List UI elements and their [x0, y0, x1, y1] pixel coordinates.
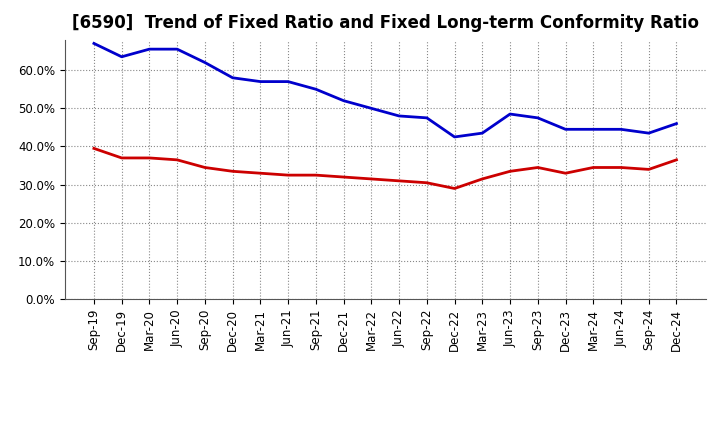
Fixed Ratio: [616, 127, 625, 132]
Fixed Ratio: [450, 134, 459, 139]
Fixed Long-term Conformity Ratio: [201, 165, 210, 170]
Fixed Long-term Conformity Ratio: [644, 167, 653, 172]
Fixed Ratio: [644, 131, 653, 136]
Fixed Long-term Conformity Ratio: [423, 180, 431, 185]
Fixed Ratio: [256, 79, 265, 84]
Fixed Ratio: [201, 60, 210, 65]
Fixed Long-term Conformity Ratio: [339, 174, 348, 180]
Fixed Ratio: [367, 106, 376, 111]
Fixed Long-term Conformity Ratio: [561, 171, 570, 176]
Fixed Ratio: [145, 47, 154, 52]
Fixed Ratio: [312, 87, 320, 92]
Fixed Ratio: [89, 41, 98, 46]
Fixed Long-term Conformity Ratio: [173, 157, 181, 162]
Fixed Ratio: [117, 54, 126, 59]
Fixed Ratio: [173, 47, 181, 52]
Fixed Ratio: [339, 98, 348, 103]
Fixed Long-term Conformity Ratio: [367, 176, 376, 182]
Line: Fixed Ratio: Fixed Ratio: [94, 44, 677, 137]
Fixed Long-term Conformity Ratio: [672, 157, 681, 162]
Fixed Long-term Conformity Ratio: [589, 165, 598, 170]
Fixed Long-term Conformity Ratio: [312, 172, 320, 178]
Fixed Long-term Conformity Ratio: [534, 165, 542, 170]
Fixed Ratio: [534, 115, 542, 121]
Fixed Ratio: [423, 115, 431, 121]
Fixed Long-term Conformity Ratio: [256, 171, 265, 176]
Line: Fixed Long-term Conformity Ratio: Fixed Long-term Conformity Ratio: [94, 148, 677, 188]
Fixed Long-term Conformity Ratio: [284, 172, 292, 178]
Fixed Long-term Conformity Ratio: [450, 186, 459, 191]
Fixed Ratio: [589, 127, 598, 132]
Fixed Long-term Conformity Ratio: [395, 178, 403, 183]
Fixed Long-term Conformity Ratio: [89, 146, 98, 151]
Title: [6590]  Trend of Fixed Ratio and Fixed Long-term Conformity Ratio: [6590] Trend of Fixed Ratio and Fixed Lo…: [72, 15, 698, 33]
Fixed Ratio: [395, 114, 403, 119]
Fixed Long-term Conformity Ratio: [145, 155, 154, 161]
Fixed Ratio: [228, 75, 237, 81]
Fixed Long-term Conformity Ratio: [228, 169, 237, 174]
Fixed Long-term Conformity Ratio: [505, 169, 514, 174]
Fixed Ratio: [478, 131, 487, 136]
Fixed Ratio: [561, 127, 570, 132]
Fixed Long-term Conformity Ratio: [117, 155, 126, 161]
Fixed Ratio: [284, 79, 292, 84]
Fixed Long-term Conformity Ratio: [616, 165, 625, 170]
Fixed Ratio: [505, 111, 514, 117]
Fixed Ratio: [672, 121, 681, 126]
Fixed Long-term Conformity Ratio: [478, 176, 487, 182]
